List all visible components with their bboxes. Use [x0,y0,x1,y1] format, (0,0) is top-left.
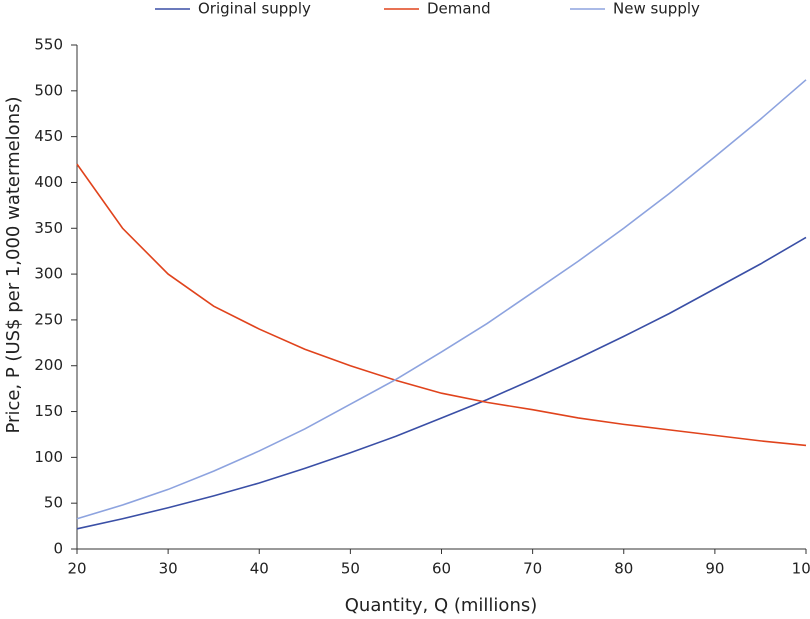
y-tick-label: 450 [34,127,63,145]
y-tick-label: 200 [34,356,63,374]
series-line [76,236,807,530]
legend-label: Original supply [198,0,311,18]
x-axis-title: Quantity, Q (millions) [345,595,538,616]
y-tick-label: 0 [53,540,63,558]
x-tick-label: 20 [67,560,86,578]
x-tick-label: 70 [523,560,542,578]
x-tick-label: 30 [159,560,178,578]
legend-label: New supply [613,0,700,18]
y-tick-label: 150 [34,402,63,420]
y-axis-title: Price, P (US$ per 1,000 watermelons) [3,97,24,434]
y-tick-label: 550 [34,36,63,54]
y-tick-label: 50 [44,494,63,512]
x-tick-label: 60 [432,560,451,578]
x-tick-label: 80 [614,560,633,578]
y-tick-label: 300 [34,265,63,283]
y-tick-label: 350 [34,219,63,237]
y-tick-label: 500 [34,81,63,99]
x-tick-label: 50 [341,560,360,578]
legend-label: Demand [427,0,491,18]
series-line [76,79,807,520]
y-tick-label: 400 [34,173,63,191]
x-tick-label: 90 [705,560,724,578]
x-tick-label: 100 [792,560,810,578]
x-tick-label: 40 [250,560,269,578]
y-tick-label: 100 [34,448,63,466]
y-tick-label: 250 [34,310,63,328]
series-line [76,163,807,447]
